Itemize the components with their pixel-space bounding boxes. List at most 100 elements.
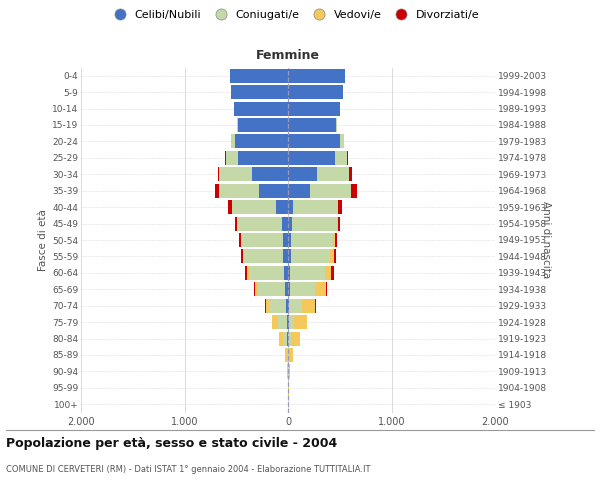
Bar (284, 266, 288, 280)
Bar (231, 85, 288, 99)
Bar (275, 200, 288, 214)
Bar (266, 298, 269, 312)
Bar (218, 168, 220, 181)
Bar (302, 298, 315, 312)
Text: COMUNE DI CERVETERI (RM) - Dati ISTAT 1° gennaio 2004 - Elaborazione TUTTITALIA.: COMUNE DI CERVETERI (RM) - Dati ISTAT 1°… (6, 466, 371, 474)
Bar (220, 184, 259, 198)
Bar (338, 216, 340, 230)
Bar (258, 282, 285, 296)
Bar (338, 200, 342, 214)
Bar (292, 332, 299, 345)
Bar (290, 250, 330, 264)
Bar (288, 118, 335, 132)
Bar (282, 216, 288, 230)
Bar (248, 266, 284, 280)
Bar (330, 250, 334, 264)
Bar (289, 315, 294, 329)
Bar (265, 298, 266, 312)
Bar (272, 315, 278, 329)
Bar (235, 216, 237, 230)
Bar (245, 266, 247, 280)
Bar (285, 282, 288, 296)
Bar (316, 282, 326, 296)
Bar (279, 332, 283, 345)
Bar (288, 282, 290, 296)
Bar (288, 134, 340, 148)
Bar (290, 266, 325, 280)
Bar (288, 85, 343, 99)
Bar (335, 151, 347, 165)
Bar (283, 233, 288, 247)
Bar (241, 250, 243, 264)
Bar (291, 233, 332, 247)
Bar (241, 233, 283, 247)
Bar (288, 233, 291, 247)
Bar (288, 266, 290, 280)
Bar (237, 216, 282, 230)
Bar (317, 168, 349, 181)
Bar (278, 315, 287, 329)
Bar (288, 216, 292, 230)
Bar (310, 184, 351, 198)
Bar (315, 298, 316, 312)
Bar (226, 151, 238, 165)
Bar (239, 233, 241, 247)
Text: Popolazione per età, sesso e stato civile - 2004: Popolazione per età, sesso e stato civil… (6, 438, 337, 450)
Bar (289, 348, 293, 362)
Bar (289, 298, 302, 312)
Bar (337, 216, 338, 230)
Bar (288, 68, 345, 82)
Bar (244, 250, 283, 264)
Bar (286, 298, 288, 312)
Bar (269, 298, 286, 312)
Bar (290, 282, 316, 296)
Bar (238, 151, 288, 165)
Bar (254, 282, 256, 296)
Bar (349, 168, 352, 181)
Bar (340, 134, 344, 148)
Bar (292, 216, 337, 230)
Bar (215, 184, 220, 198)
Bar (288, 348, 289, 362)
Bar (293, 200, 338, 214)
Bar (288, 298, 289, 312)
Bar (287, 315, 288, 329)
Bar (283, 332, 287, 345)
Bar (288, 200, 293, 214)
Bar (235, 134, 288, 148)
Bar (259, 184, 288, 198)
Bar (231, 134, 235, 148)
Bar (332, 233, 335, 247)
Bar (287, 348, 288, 362)
Bar (230, 68, 288, 82)
Y-axis label: Anni di nascita: Anni di nascita (541, 202, 551, 278)
Bar (252, 168, 288, 181)
Bar (283, 250, 288, 264)
Bar (234, 102, 288, 116)
Bar (325, 266, 331, 280)
Bar (331, 266, 334, 280)
Bar (289, 332, 292, 345)
Bar (288, 151, 335, 165)
Bar (288, 102, 340, 116)
Legend: Celibi/Nubili, Coniugati/e, Vedovi/e, Divorziati/e: Celibi/Nubili, Coniugati/e, Vedovi/e, Di… (104, 6, 484, 25)
Bar (334, 250, 336, 264)
Bar (288, 168, 317, 181)
Bar (232, 200, 275, 214)
Bar (228, 200, 232, 214)
Bar (247, 266, 248, 280)
Bar (288, 250, 290, 264)
Bar (326, 282, 327, 296)
Bar (335, 118, 337, 132)
Bar (335, 233, 337, 247)
Bar (289, 364, 290, 378)
Bar (243, 250, 244, 264)
Bar (220, 168, 252, 181)
Bar (285, 348, 287, 362)
Y-axis label: Fasce di età: Fasce di età (38, 209, 48, 271)
Bar (352, 184, 356, 198)
Bar (294, 315, 307, 329)
Text: Femmine: Femmine (256, 50, 320, 62)
Bar (237, 118, 238, 132)
Bar (238, 118, 288, 132)
